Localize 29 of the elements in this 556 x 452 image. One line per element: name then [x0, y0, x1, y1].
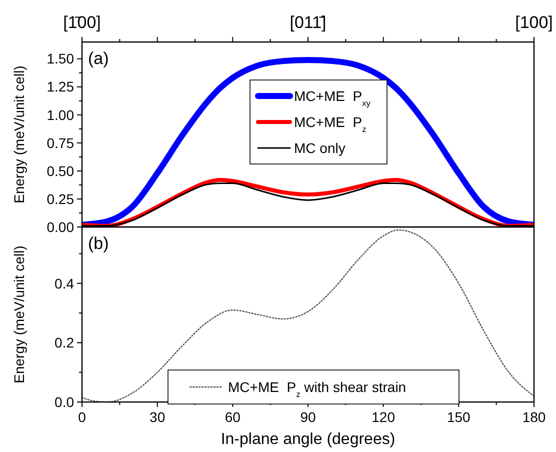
x-tick-label: 90: [300, 409, 316, 425]
annotation: [1̄00]: [63, 13, 101, 32]
legend-label: MC only: [294, 140, 346, 156]
y-tick-label: 0.25: [46, 190, 74, 207]
x-axis-title: In-plane angle (degrees): [220, 431, 396, 448]
y-tick-label: 0.4: [54, 275, 74, 292]
annotation: (b): [88, 234, 109, 253]
x-tick-label: 30: [150, 409, 166, 425]
x-tick-label: 180: [522, 409, 546, 425]
x-tick-label: 0: [78, 409, 86, 425]
legend-label: MC+ME P$_{z}$: [294, 114, 366, 134]
x-tick-label: 150: [446, 409, 471, 425]
annotation: [011̄]: [290, 13, 326, 32]
legend-label: MC+ME P$_{xy}$: [294, 88, 372, 108]
y-tick-label: 0.75: [46, 134, 74, 151]
y-tick-label: 1.50: [46, 50, 74, 67]
annotation: [100]: [515, 13, 553, 32]
y-axis-title: Energy (meV/unit cell): [11, 66, 27, 204]
y-tick-label: 0.50: [46, 162, 74, 179]
x-tick-label: 120: [372, 409, 396, 425]
y-tick-label: 1.25: [46, 78, 74, 95]
annotation: (a): [88, 49, 109, 68]
y-tick-label: 0.0: [54, 394, 74, 410]
x-tick-label: 60: [224, 409, 241, 425]
y-tick-label: 0.2: [54, 334, 74, 351]
y-axis-title: Energy (meV/unit cell): [11, 246, 27, 384]
y-tick-label: 1.00: [46, 106, 74, 123]
legend-label: MC+ME P$_{z}$ with shear strain: [228, 378, 406, 399]
y-tick-label: 0.00: [46, 218, 74, 235]
